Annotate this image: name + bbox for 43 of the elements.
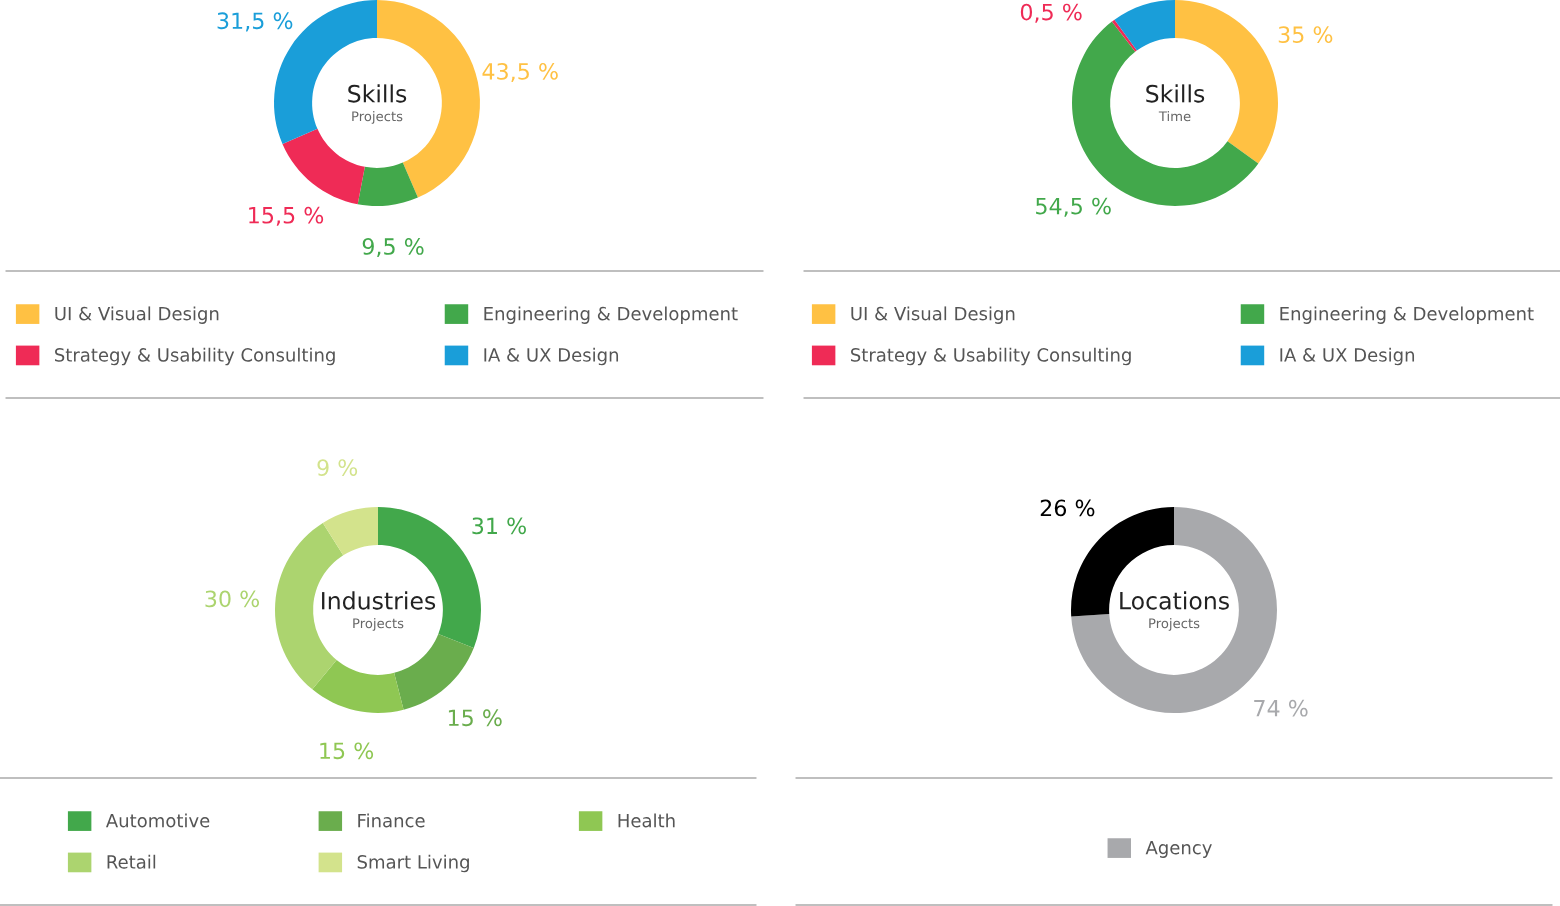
legend-label: Smart Living [357, 854, 469, 873]
legend-label: Engineering & Development [1280, 306, 1534, 324]
data-label: 54,5 % [1036, 197, 1111, 217]
text: Locations [1120, 591, 1229, 610]
legend-label: IA & UX Design [1280, 347, 1415, 366]
data-label: 9,5 % [362, 238, 424, 258]
donut-slice [1111, 19, 1137, 52]
data-label: 15 % [448, 709, 502, 727]
donut-slice [357, 162, 418, 206]
donut-slice [1114, 0, 1175, 51]
text: Time [1158, 111, 1191, 122]
data-label: 9 % [317, 459, 358, 476]
legend-label: Strategy & Usability Consulting [851, 347, 1131, 366]
data-label: 15 % [320, 742, 374, 760]
text: Skills [348, 84, 407, 103]
data-label: 15,5 % [249, 206, 324, 226]
legend-label: Health [618, 813, 675, 828]
donut-slice [282, 128, 365, 205]
data-label: 74 % [1254, 699, 1308, 717]
legend-label: IA & UX Design [484, 347, 619, 366]
text: Projects [352, 111, 403, 124]
data-label: 43,5 % [482, 62, 558, 83]
legend-label: Automotive [105, 813, 210, 828]
data-label: 26 % [1040, 499, 1095, 517]
text: Projects [1149, 618, 1200, 631]
legend-label: Agency [1145, 840, 1212, 858]
text: Industries [322, 591, 436, 610]
data-label: 30 % [205, 590, 260, 608]
donut-slice [312, 660, 404, 713]
legend-label: UI & Visual Design [55, 306, 219, 324]
data-label: 35 % [1278, 26, 1333, 44]
donut-slice [394, 633, 474, 710]
legend-label: Strategy & Usability Consulting [55, 347, 335, 366]
data-label: 31,5 % [217, 12, 293, 32]
data-label: 0,5 % [1020, 3, 1082, 23]
text: Skills [1146, 84, 1205, 103]
legend-label: Engineering & Development [484, 306, 738, 324]
legend-label: UI & Visual Design [851, 306, 1015, 324]
data-label: 31 % [472, 517, 526, 535]
text: Projects [353, 618, 404, 631]
donut-slice [322, 507, 378, 556]
legend-label: Retail [107, 854, 156, 869]
legend-label: Finance [358, 813, 425, 828]
